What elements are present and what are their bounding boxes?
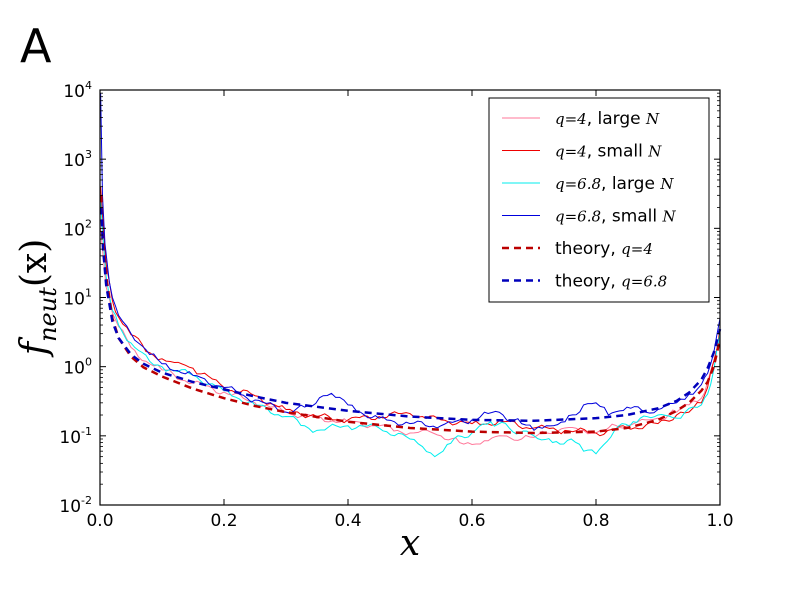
y-axis-label-sub: neut [34,287,62,342]
legend-label-4: theory, q=4 [555,239,653,259]
y-tick-label: 101 [63,287,92,310]
ticks-group [99,89,721,506]
svg-text:fneut(x): fneut(x) [14,239,62,359]
legend-label-1: q=4, small N [555,142,662,162]
series-line-1 [100,186,721,437]
x-tick-label: 0.6 [458,511,485,531]
legend-label-3: q=6.8, small N [555,207,677,227]
legend-label-2: q=6.8, large N [555,174,674,194]
y-tick-label: 103 [63,148,92,171]
legend-label-0: q=4, large N [555,109,660,129]
x-tick-label: 0.8 [582,511,609,531]
y-tick-label: 10-2 [59,494,92,517]
series-group [99,93,722,458]
series-line-5 [99,207,722,423]
y-tick-label: 10-1 [59,425,92,448]
series-line-3 [100,93,721,432]
y-tick-label: 100 [63,356,92,379]
legend-entries: q=4, large N q=4, small N q=6.8, large N q=… [502,109,677,292]
x-tick-label: 0.2 [210,511,237,531]
x-tick-label: 0.4 [334,511,361,531]
x-axis-label: x [400,523,420,564]
legend: q=4, large N q=4, small N q=6.8, large N q=… [488,97,710,303]
legend-box [488,97,710,303]
x-tick-label: 1.0 [706,511,733,531]
y-axis-label: fneut(x) [14,239,62,359]
y-tick-labels: 10-2 10-1 100 101 102 103 104 [59,79,92,517]
y-axis-label-arg: (x) [14,239,55,287]
y-tick-label: 102 [63,217,92,240]
series-line-2 [100,200,721,458]
y-tick-label: 104 [63,79,92,102]
x-tick-label: 0.0 [86,511,113,531]
x-tick-labels: 0.0 0.2 0.4 0.6 0.8 1.0 [86,511,733,531]
panel-label: A [20,19,52,73]
legend-label-5: theory, q=6.8 [555,272,667,292]
